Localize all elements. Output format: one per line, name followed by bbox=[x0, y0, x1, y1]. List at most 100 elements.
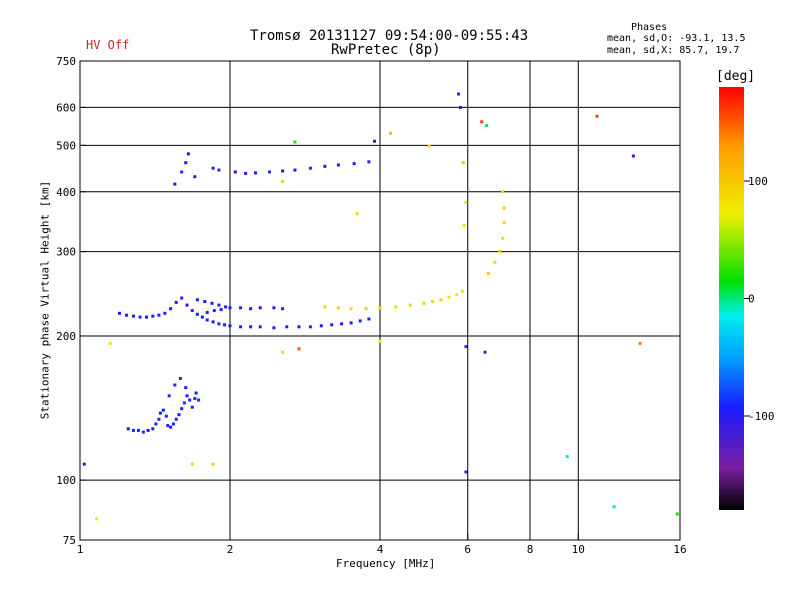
data-point bbox=[439, 298, 443, 302]
data-point bbox=[389, 131, 393, 135]
data-point bbox=[267, 170, 271, 174]
data-point bbox=[203, 300, 207, 304]
data-point bbox=[174, 417, 178, 421]
phases-x-mode-line: mean, sd,X: 85.7, 19.7 bbox=[607, 45, 740, 56]
data-point bbox=[185, 394, 189, 398]
data-point bbox=[205, 310, 209, 314]
data-point bbox=[349, 321, 353, 325]
data-point bbox=[355, 212, 359, 216]
data-point bbox=[194, 391, 198, 395]
data-point bbox=[272, 306, 276, 310]
data-point bbox=[82, 462, 86, 466]
colorbar-tick-label: 0 bbox=[748, 293, 755, 306]
data-point bbox=[177, 413, 181, 417]
data-point bbox=[171, 422, 175, 426]
data-point bbox=[117, 311, 121, 315]
phases-o-mode-line: mean, sd,O: -93.1, 13.5 bbox=[607, 33, 746, 44]
data-point bbox=[447, 295, 451, 299]
data-point bbox=[408, 303, 412, 307]
data-point bbox=[157, 313, 161, 317]
data-point bbox=[502, 206, 506, 210]
y-tick-label: 300 bbox=[56, 246, 76, 259]
data-point bbox=[364, 307, 368, 311]
data-point bbox=[272, 326, 276, 330]
data-point bbox=[239, 306, 243, 310]
data-point bbox=[631, 154, 635, 158]
data-point bbox=[367, 317, 371, 321]
data-point bbox=[169, 425, 173, 429]
x-tick-label: 10 bbox=[572, 543, 585, 556]
phase-colorbar bbox=[719, 87, 744, 510]
data-point bbox=[211, 320, 215, 324]
y-tick-label: 750 bbox=[56, 55, 76, 68]
data-point bbox=[349, 307, 353, 311]
data-point bbox=[125, 313, 129, 317]
data-point bbox=[146, 428, 150, 432]
data-point bbox=[161, 408, 165, 412]
data-point bbox=[180, 296, 184, 300]
data-point bbox=[167, 394, 171, 398]
data-point bbox=[182, 401, 186, 405]
data-point bbox=[217, 168, 221, 172]
data-point bbox=[180, 170, 184, 174]
y-tick-label: 100 bbox=[56, 474, 76, 487]
data-point bbox=[131, 428, 135, 432]
data-point bbox=[612, 505, 616, 509]
data-point bbox=[193, 175, 197, 179]
x-tick-label: 8 bbox=[527, 543, 534, 556]
y-tick-label: 500 bbox=[56, 139, 76, 152]
data-point bbox=[224, 305, 228, 309]
data-point bbox=[501, 190, 505, 194]
data-point bbox=[200, 315, 204, 319]
data-point bbox=[323, 164, 327, 168]
data-point bbox=[461, 161, 465, 165]
data-point bbox=[164, 414, 168, 418]
data-point bbox=[281, 307, 285, 311]
data-point bbox=[458, 105, 462, 109]
data-point bbox=[228, 306, 232, 310]
x-axis-label: Frequency [MHz] bbox=[336, 557, 436, 570]
data-point bbox=[394, 305, 398, 309]
data-point bbox=[211, 462, 215, 466]
data-point bbox=[457, 92, 461, 96]
data-point bbox=[427, 144, 431, 148]
data-point bbox=[340, 322, 344, 326]
data-point bbox=[464, 345, 468, 349]
data-point bbox=[95, 517, 99, 521]
data-point bbox=[195, 312, 199, 316]
data-point bbox=[239, 325, 243, 329]
data-point bbox=[638, 341, 642, 345]
data-point bbox=[308, 166, 312, 170]
chart-subtitle: RwPretec (8p) bbox=[331, 42, 441, 58]
data-point bbox=[319, 324, 323, 328]
x-tick-label: 1 bbox=[77, 543, 84, 556]
data-point bbox=[188, 398, 192, 402]
data-point bbox=[158, 411, 162, 415]
y-tick-label: 200 bbox=[56, 330, 76, 343]
grid-lines bbox=[80, 61, 680, 540]
data-point bbox=[336, 163, 340, 167]
data-point bbox=[464, 470, 468, 474]
data-point bbox=[138, 315, 142, 319]
data-point bbox=[136, 428, 140, 432]
data-point bbox=[498, 250, 502, 254]
data-point bbox=[483, 350, 487, 354]
data-point bbox=[595, 114, 599, 118]
data-point bbox=[367, 160, 371, 164]
x-tick-label: 16 bbox=[673, 543, 686, 556]
colorbar-tick-label: 100 bbox=[748, 175, 768, 188]
data-point bbox=[141, 430, 145, 434]
data-point bbox=[190, 309, 194, 313]
x-tick-label: 2 bbox=[227, 543, 234, 556]
data-point bbox=[285, 325, 289, 329]
data-point bbox=[480, 120, 484, 124]
data-point bbox=[145, 315, 149, 319]
data-point bbox=[195, 298, 199, 302]
data-point bbox=[293, 140, 297, 144]
data-point bbox=[217, 303, 221, 307]
data-point bbox=[565, 455, 569, 459]
data-point bbox=[281, 180, 285, 184]
data-point bbox=[308, 325, 312, 329]
data-point bbox=[190, 462, 194, 466]
